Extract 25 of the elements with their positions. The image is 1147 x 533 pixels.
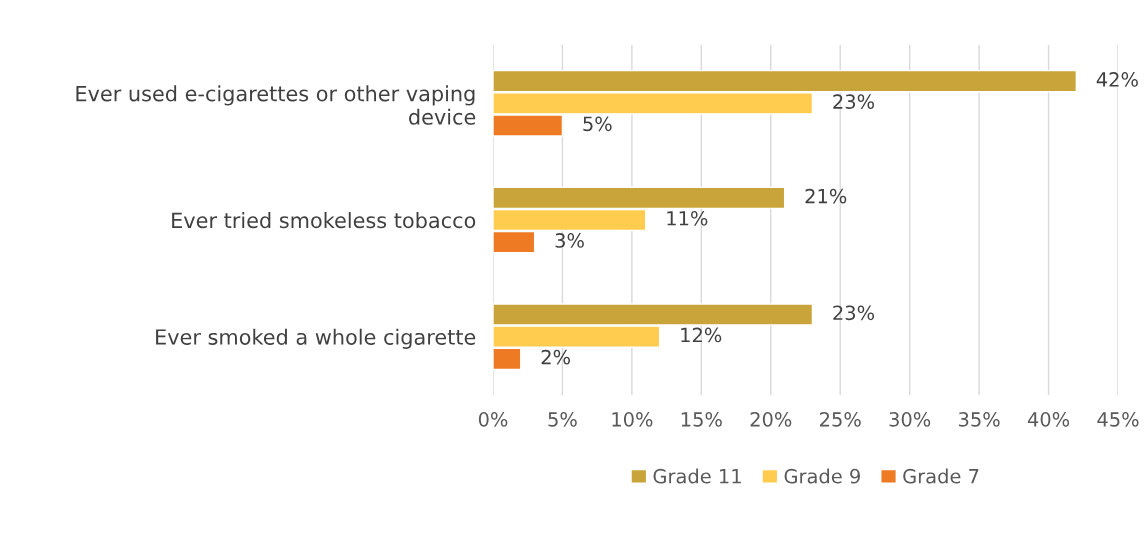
x-tick-label: 40% [1027, 412, 1070, 427]
data-label: 23% [833, 305, 875, 321]
legend-label: Grade 7 [903, 468, 979, 484]
data-label: 11% [667, 210, 708, 226]
y-tick-label: Ever smoked a whole cigarette [156, 328, 476, 349]
x-tick-label: 30% [889, 412, 931, 427]
data-label: 3% [555, 233, 584, 248]
y-tick-label: Ever used e-cigarettes or other vaping device [76, 85, 476, 125]
legend-label: Grade 11 [653, 468, 741, 484]
x-tick-label: 15% [681, 412, 722, 427]
data-label: 23% [833, 94, 875, 109]
data-label: 12% [681, 327, 722, 343]
x-tick-label: 10% [612, 412, 653, 427]
x-tick-label: 20% [750, 412, 792, 427]
y-tick-label: Ever tried smokeless tobacco [172, 212, 476, 229]
x-tick-label: 0% [478, 412, 508, 427]
data-label: 2% [541, 349, 570, 365]
x-tick-label: 45% [1097, 412, 1139, 427]
data-label: 42% [1096, 72, 1138, 87]
legend-label: Grade 9 [784, 468, 860, 484]
data-label: 21% [805, 188, 847, 204]
x-tick-label: 25% [820, 412, 861, 427]
x-tick-label: 35% [958, 412, 1000, 427]
x-tick-label: 5% [548, 412, 577, 427]
data-label: 5% [583, 116, 612, 132]
